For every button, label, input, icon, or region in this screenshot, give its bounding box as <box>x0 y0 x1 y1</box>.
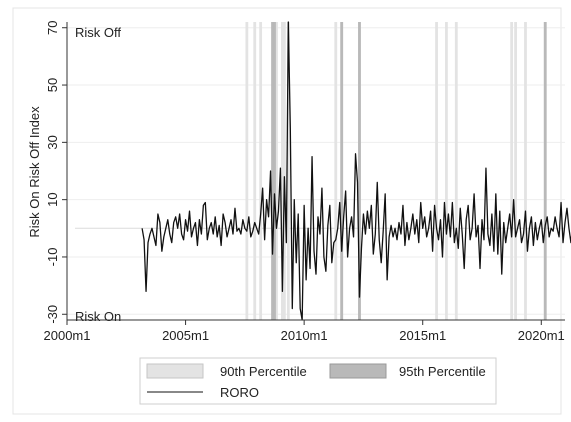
x-tick-label: 2020m1 <box>518 328 565 343</box>
legend-swatch-95th <box>329 363 387 379</box>
band-90th-percentile <box>245 22 249 320</box>
y-axis-title: Risk On Risk Off Index <box>27 106 42 238</box>
band-90th-percentile <box>514 22 517 320</box>
risk-off-annotation: Risk Off <box>75 25 121 40</box>
x-tick-label: 2015m1 <box>399 328 446 343</box>
y-tick-label: 70 <box>45 20 60 34</box>
axes: 70 50 30 10 -10 -30 2000m1 2005m1 2010m1 2015m1 20… <box>44 20 565 343</box>
roro-line <box>141 21 571 321</box>
band-95th-percentile <box>273 22 276 320</box>
legend: 90th Percentile 95th Percentile RORO <box>139 357 497 405</box>
band-95th-percentile <box>340 22 344 320</box>
roro-series <box>141 21 571 321</box>
band-90th-percentile <box>454 22 458 320</box>
band-90th-percentile <box>435 22 438 320</box>
x-tick-label: 2010m1 <box>281 328 328 343</box>
band-90th-percentile <box>445 22 448 320</box>
y-tick-label: -30 <box>45 305 60 324</box>
y-tick-label: 30 <box>45 135 60 149</box>
legend-swatch-90th <box>146 363 204 379</box>
band-95th-percentile <box>271 22 274 320</box>
band-90th-percentile <box>524 22 527 320</box>
legend-label-95th: 95th Percentile <box>399 364 486 379</box>
risk-on-annotation: Risk On <box>75 309 121 324</box>
y-tick-label: 50 <box>45 78 60 92</box>
x-tick-label: 2000m1 <box>44 328 91 343</box>
band-95th-percentile <box>358 22 361 320</box>
legend-label-roro: RORO <box>220 385 259 400</box>
band-90th-percentile <box>286 22 290 320</box>
band-95th-percentile <box>543 22 547 320</box>
band-90th-percentile <box>253 22 257 320</box>
legend-label-90th: 90th Percentile <box>220 364 307 379</box>
band-90th-percentile <box>281 22 286 320</box>
percentile-bands <box>245 22 547 320</box>
band-90th-percentile <box>334 22 338 320</box>
y-tick-label: 10 <box>45 192 60 206</box>
band-90th-percentile <box>510 22 514 320</box>
x-tick-label: 2005m1 <box>162 328 209 343</box>
y-tick-label: -10 <box>45 248 60 267</box>
band-90th-percentile <box>259 22 263 320</box>
